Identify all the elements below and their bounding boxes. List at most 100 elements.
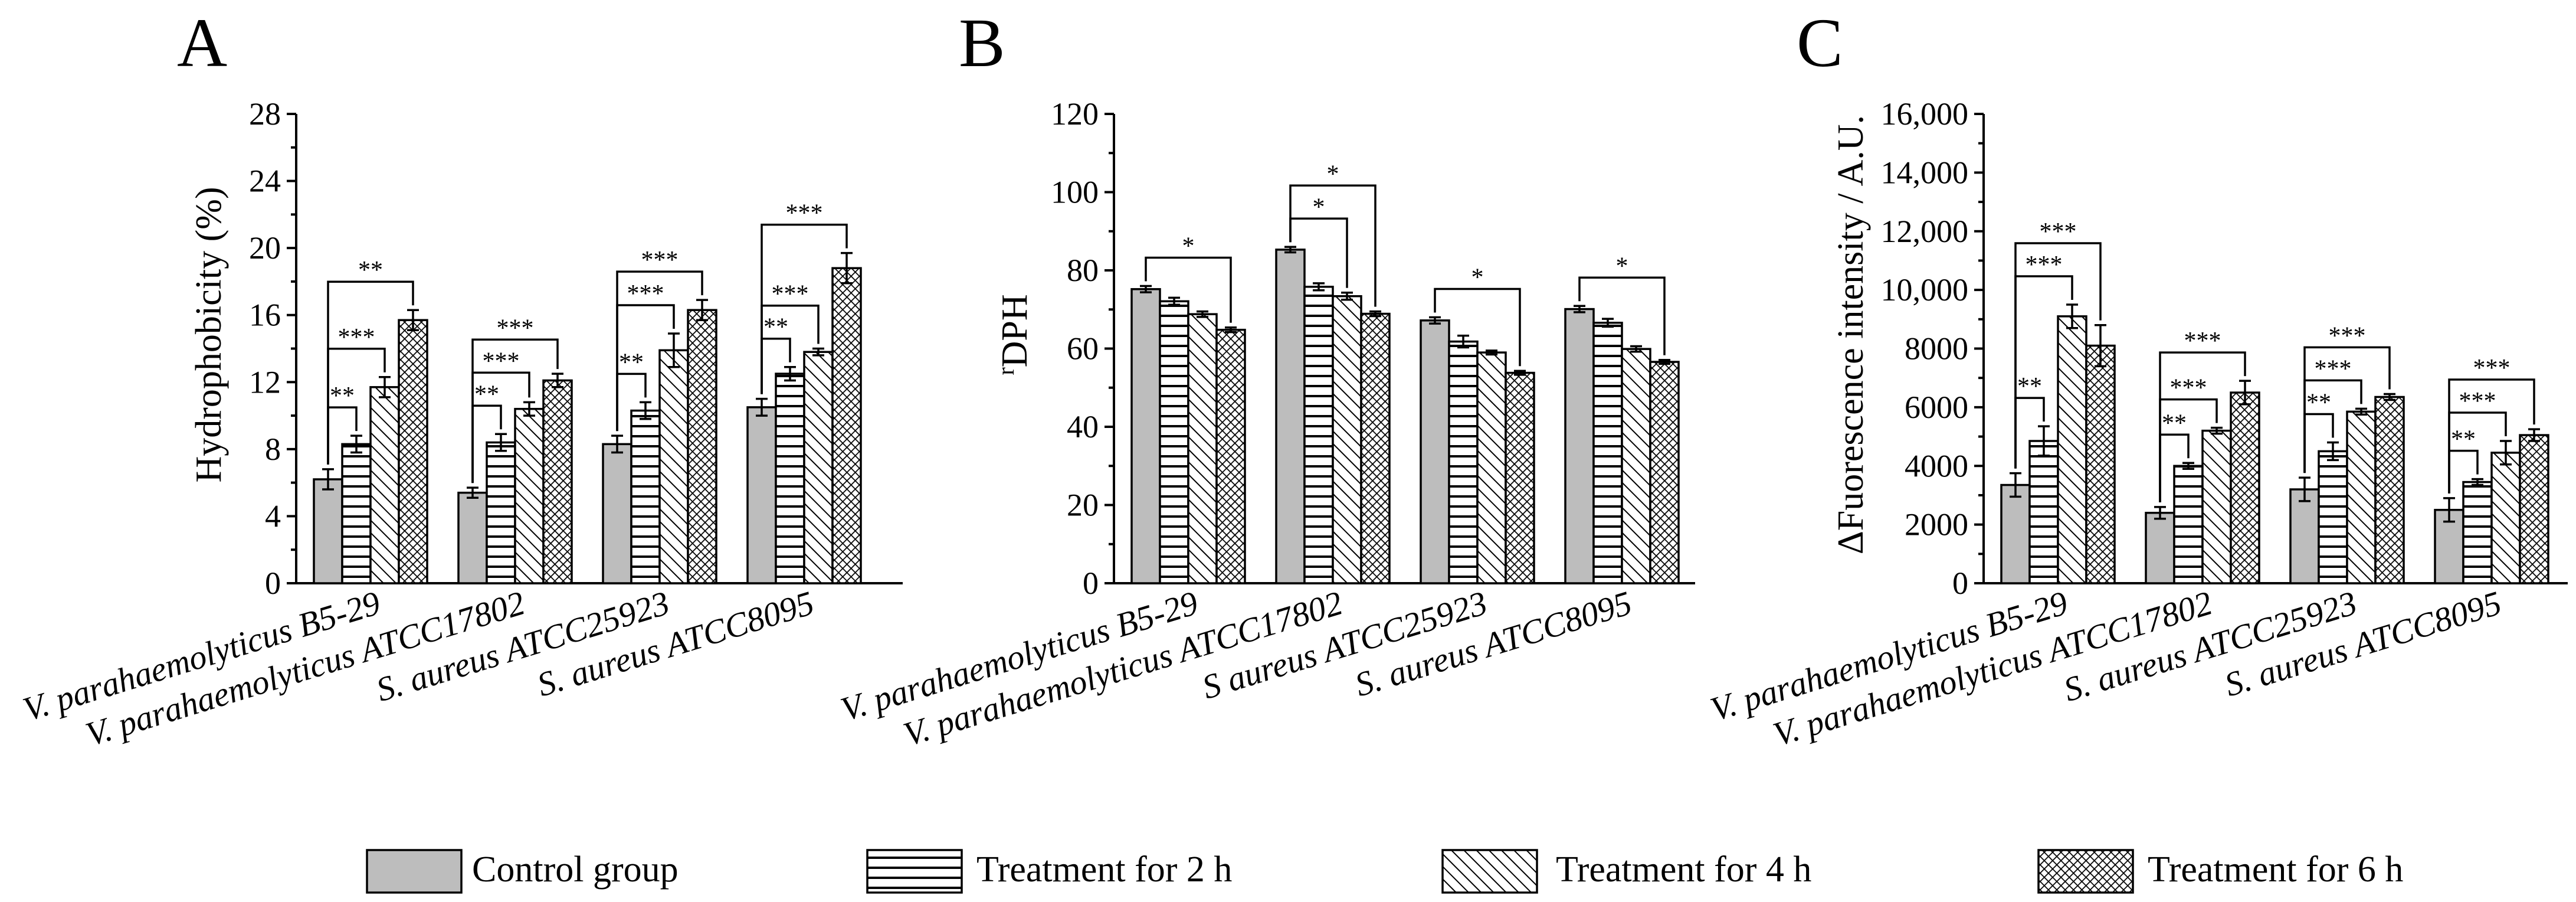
significance-label-c: ***: [2026, 251, 2063, 279]
significance-label-b: *: [1182, 233, 1195, 260]
bar-a-6h: [398, 319, 428, 584]
y-tick-label-a: 0: [265, 566, 281, 601]
bar-c-6h: [2230, 391, 2260, 584]
error-bar-c: [2038, 425, 2050, 457]
significance-label-a: ***: [641, 247, 679, 274]
bar-b-4h: [1332, 295, 1362, 584]
bar-c-2h: [2028, 440, 2059, 584]
error-bar-a: [756, 397, 768, 417]
error-bar-c: [2154, 506, 2166, 520]
significance-bracket-b: [1145, 256, 1232, 323]
significance-label-c: ***: [2315, 355, 2352, 383]
bar-c-control: [2145, 512, 2175, 584]
significance-bracket-a: [761, 223, 848, 394]
legend-swatch-4h: [1441, 849, 1538, 894]
bar-b-6h: [1649, 361, 1680, 584]
significance-label-c: ***: [2170, 375, 2207, 402]
panel-letter-b: B: [959, 4, 1005, 81]
bar-a-control: [602, 443, 632, 584]
bar-a-6h: [542, 379, 573, 584]
significance-label-a: **: [619, 349, 644, 376]
bar-a-6h: [687, 309, 717, 584]
y-tick-label-a: 24: [249, 164, 281, 199]
error-bar-b: [1140, 285, 1152, 293]
error-bar-b: [1168, 296, 1180, 306]
error-bar-a: [611, 434, 623, 454]
bar-c-2h: [2173, 465, 2204, 584]
bar-b-6h: [1215, 328, 1246, 584]
significance-label-a: **: [763, 314, 788, 341]
bar-c-control: [2289, 488, 2320, 584]
significance-bracket-b: [1289, 184, 1377, 307]
y-tick-label-a: 8: [265, 432, 281, 467]
panel-letter-a: A: [177, 4, 227, 81]
significance-label-c: ***: [2459, 388, 2496, 415]
legend-label-6h: Treatment for 6 h: [2148, 849, 2403, 890]
significance-label-a: ***: [786, 200, 823, 227]
error-bar-c: [2443, 497, 2455, 523]
bar-b-2h: [1592, 322, 1623, 584]
error-bar-a: [467, 486, 479, 499]
legend-label-control: Control group: [472, 849, 679, 890]
y-tick-label-b: 100: [1051, 175, 1099, 210]
bar-b-control: [1130, 288, 1161, 584]
bar-a-4h: [514, 407, 545, 584]
bar-a-2h: [630, 409, 661, 584]
bar-b-4h: [1621, 348, 1651, 584]
significance-label-c: **: [2017, 373, 2042, 400]
legend-swatch-2h: [866, 849, 963, 894]
error-bar-b: [1574, 305, 1585, 313]
significance-label-a: ***: [772, 281, 809, 308]
significance-bracket-a: [471, 338, 559, 483]
legend-label-2h: Treatment for 2 h: [976, 849, 1232, 890]
significance-label-b: *: [1327, 161, 1339, 188]
error-bar-b: [1313, 282, 1325, 292]
error-bar-c: [2327, 441, 2339, 462]
bar-b-control: [1275, 249, 1306, 584]
significance-bracket-c: [2448, 378, 2535, 494]
panel-letter-c: C: [1797, 4, 1843, 81]
error-bar-a: [784, 365, 796, 382]
y-tick-label-c: 12,000: [1881, 214, 1969, 249]
significance-label-c: ***: [2040, 218, 2077, 246]
significance-label-c: **: [2451, 426, 2476, 453]
y-tick-label-b: 120: [1051, 96, 1099, 132]
bar-c-2h: [2318, 450, 2348, 584]
error-bar-c: [2528, 428, 2540, 442]
bar-b-2h: [1448, 340, 1479, 584]
error-bar-c: [2211, 426, 2223, 435]
error-bar-b: [1225, 326, 1237, 334]
bar-a-4h: [658, 349, 689, 584]
y-tick-label-b: 40: [1067, 409, 1099, 445]
significance-label-b: *: [1471, 264, 1484, 292]
y-axis-title-a: Hydrophobicity (%): [189, 187, 229, 482]
significance-label-a: ***: [627, 280, 664, 308]
legend: Control group Treatment for 2 h Treatmen…: [366, 849, 2403, 894]
error-bar-c: [2182, 462, 2194, 470]
significance-label-c: **: [2306, 390, 2331, 417]
error-bar-a: [552, 372, 563, 388]
error-bar-b: [1486, 349, 1497, 356]
significance-label-a: ***: [483, 348, 520, 375]
error-bar-b: [1457, 334, 1469, 349]
y-tick-label-b: 0: [1083, 566, 1099, 601]
bar-c-6h: [2519, 434, 2549, 584]
bar-c-4h: [2201, 429, 2232, 584]
bar-b-2h: [1303, 286, 1334, 584]
y-tick-label-c: 4000: [1905, 448, 1968, 483]
bar-b-2h: [1159, 300, 1189, 584]
y-axis-title-b-prefix: r: [992, 367, 1019, 375]
error-bar-a: [379, 376, 391, 398]
y-tick-label-c: 2000: [1905, 507, 1968, 542]
bar-b-4h: [1476, 351, 1507, 584]
error-bar-b: [1602, 318, 1614, 328]
bar-c-4h: [2057, 315, 2087, 584]
error-bar-b: [1659, 358, 1670, 365]
y-axis-title-c: ΔFuorescence intensity / A.U.: [1831, 115, 1871, 554]
significance-label-a: ***: [497, 315, 534, 342]
significance-bracket-c: [2303, 346, 2391, 473]
error-bar-c: [2010, 472, 2021, 498]
error-bar-b: [1514, 370, 1526, 376]
